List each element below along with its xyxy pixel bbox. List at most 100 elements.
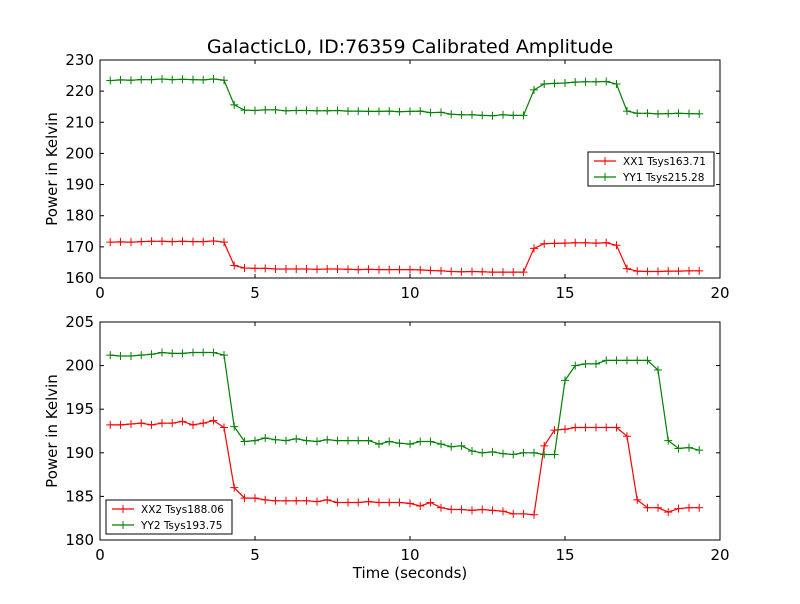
data-point [364,107,373,116]
data-point [478,111,487,120]
data-point [509,450,518,459]
legend: XX1 Tsys163.71 YY1 Tsys215.28 [587,151,715,187]
data-point [685,109,693,118]
data-point [426,266,435,275]
data-point [220,76,228,85]
data-point [478,448,487,457]
data-point [168,75,177,84]
data-point [406,499,414,508]
data-point [354,498,363,507]
data-point [509,268,518,277]
data-point [137,75,146,84]
data-point [385,498,394,507]
data-point [209,74,218,83]
data-point [488,447,497,456]
data-point [209,236,218,245]
data-point [457,267,466,276]
data-point [519,268,528,277]
data-point [209,416,218,425]
data-point [137,419,146,428]
data-point [158,237,166,246]
data-point [323,435,332,444]
data-point [457,110,466,119]
data-point [230,261,239,270]
data-point [313,106,321,115]
data-point [530,85,538,94]
data-point [209,348,218,357]
data-point [189,348,197,357]
data-point [395,439,404,448]
data-point [623,107,631,116]
data-point [189,420,197,429]
series-line [110,78,700,117]
data-point [499,268,507,277]
data-point [643,356,652,365]
data-point [147,350,156,359]
data-point [178,349,187,358]
data-point [282,264,290,273]
y-tick-label: 180 [65,207,94,225]
data-point [695,109,704,118]
x-tick-label: 20 [710,546,729,564]
data-point [633,495,642,504]
x-tick-label: 20 [710,284,729,302]
data-point [478,267,487,276]
subplot-1: 0 5 10 15 20 160 170 180 190 200 210 220 230 Power in… [43,51,730,302]
data-point [395,498,404,507]
data-point [406,440,414,449]
series-yy2 [106,348,704,459]
data-point [168,237,177,246]
data-point [695,446,704,455]
data-point [499,110,507,119]
subplot-2: 0 5 10 15 20 180 185 190 195 200 205 Power in Kelvi… [43,313,730,582]
data-point [251,106,259,115]
data-point [137,351,146,360]
data-point [468,110,476,119]
data-point [333,106,342,115]
legend-label: XX2 Tsys188.06 [141,504,224,516]
legend-marker [601,157,609,165]
data-point [592,239,600,248]
data-point [437,108,445,117]
data-point [581,238,590,247]
data-point [375,265,383,274]
data-point [602,423,611,432]
data-point [602,77,611,86]
data-point [674,504,683,513]
data-point [540,441,549,450]
data-point [302,436,311,445]
data-point [540,450,549,459]
data-point [685,503,693,512]
legend-box [105,499,233,535]
data-point [416,437,425,446]
data-point [561,79,569,88]
data-point [674,444,683,453]
data-point [240,106,249,115]
data-point [550,450,559,459]
data-point [602,356,611,365]
data-point [189,75,197,84]
data-point [540,239,549,248]
data-point [178,417,187,426]
data-point [623,432,631,441]
data-point [447,505,456,514]
data-point [406,107,414,116]
data-point [199,419,208,428]
data-point [612,356,621,365]
data-point [106,76,115,85]
data-point [654,109,662,118]
data-point [519,448,528,457]
data-point [592,77,600,86]
x-tick-label: 10 [400,284,419,302]
data-point [612,423,621,432]
data-point [540,79,549,88]
legend: XX2 Tsys188.06 YY2 Tsys193.75 [105,499,233,535]
data-point [468,267,476,276]
data-point [302,496,311,505]
y-tick-label: 190 [65,176,94,194]
chart-title: GalacticL0, ID:76359 Calibrated Amplitud… [207,36,613,58]
data-point [674,109,683,118]
data-point [426,437,435,446]
data-point [685,266,693,275]
